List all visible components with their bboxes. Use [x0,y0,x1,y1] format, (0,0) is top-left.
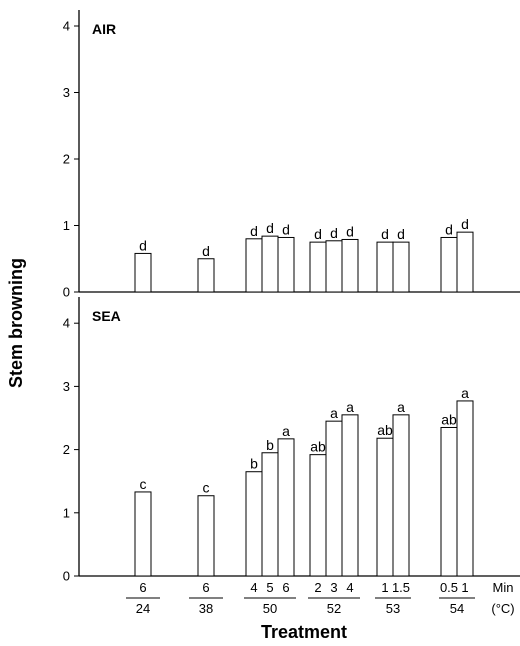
x-group-50: 4 5 6 50 [244,580,296,616]
x-min-label: 1 [461,580,468,595]
x-min-label: 1 [381,580,388,595]
bar-label: d [250,223,258,239]
bar-label: a [346,399,354,415]
y-tick-label: 1 [63,505,70,520]
bar-label: d [266,220,274,236]
x-group-24: 624 [126,580,160,616]
bar [245,238,263,293]
bar-label: d [381,226,389,242]
bar [197,258,215,293]
bar-label: d [397,226,405,242]
y-tick-label: 0 [63,569,70,584]
x-min-label: 3 [330,580,337,595]
y-tick-label: 0 [63,285,70,300]
x-min-label: 6 [202,580,209,595]
bar [341,238,359,293]
bar [440,236,458,293]
bar-label: d [139,237,147,253]
x-group-38: 638 [189,580,223,616]
bar-label: d [461,216,469,232]
bar [325,420,343,577]
y-tick-label: 1 [63,218,70,233]
x-temp-label: 52 [327,601,341,616]
bar-label: a [330,405,338,421]
bar [277,438,295,577]
x-temp-label: 24 [136,601,150,616]
x-min-label: 1.5 [392,580,410,595]
x-min-label: 5 [266,580,273,595]
bar-label: d [330,225,338,241]
x-group-52: 2 3 4 52 [308,580,360,616]
bar [376,241,394,293]
bar [392,414,410,577]
y-tick-label: 2 [63,442,70,457]
bar-label: d [282,221,290,237]
bar-label: a [461,385,469,401]
bar-label: b [250,456,258,472]
x-min-label: 4 [250,580,257,595]
x-row-label-min: Min [493,580,514,595]
x-min-label: 6 [139,580,146,595]
bar [197,495,215,577]
bar-label: d [445,221,453,237]
x-min-label: 0.5 [440,580,458,595]
x-min-label: 2 [314,580,321,595]
panel-title: AIR [92,21,116,37]
panel-title: SEA [92,308,121,324]
y-axis-title: Stem browning [6,258,26,388]
x-group-53: 1 1.5 53 [375,580,411,616]
bar-label: ab [310,439,326,455]
bar [134,252,152,293]
x-min-label: 6 [282,580,289,595]
bar-label: a [397,399,405,415]
x-group-54: 0.5 1 54 [439,580,475,616]
bar [341,414,359,577]
x-temp-label: 54 [450,601,464,616]
bar [456,400,474,577]
bar-label: ab [441,411,457,427]
bar [261,452,279,577]
bar [134,491,152,577]
x-temp-label: 53 [386,601,400,616]
x-temp-label: 38 [199,601,213,616]
bar [261,235,279,293]
x-min-label: 4 [346,580,353,595]
y-tick-label: 3 [63,379,70,394]
bar [325,240,343,293]
bar-label: c [203,480,210,496]
bar-label: ab [377,422,393,438]
bar [245,471,263,577]
y-tick-label: 2 [63,152,70,167]
y-tick-label: 4 [63,19,70,34]
bar-label: d [314,226,322,242]
bar-label: d [346,223,354,239]
bar-label: c [140,476,147,492]
bar [277,236,295,293]
bar-label: a [282,423,290,439]
x-row-label-temp: (°C) [491,601,514,616]
y-tick-label: 4 [63,316,70,331]
bar [309,454,327,577]
bar [456,231,474,293]
bar [376,437,394,577]
bar-label: b [266,437,274,453]
x-axis-title: Treatment [261,622,347,642]
y-tick-label: 3 [63,85,70,100]
bar [309,241,327,293]
bar-label: d [202,243,210,259]
x-temp-label: 50 [263,601,277,616]
bar [440,426,458,577]
bar [392,241,410,293]
